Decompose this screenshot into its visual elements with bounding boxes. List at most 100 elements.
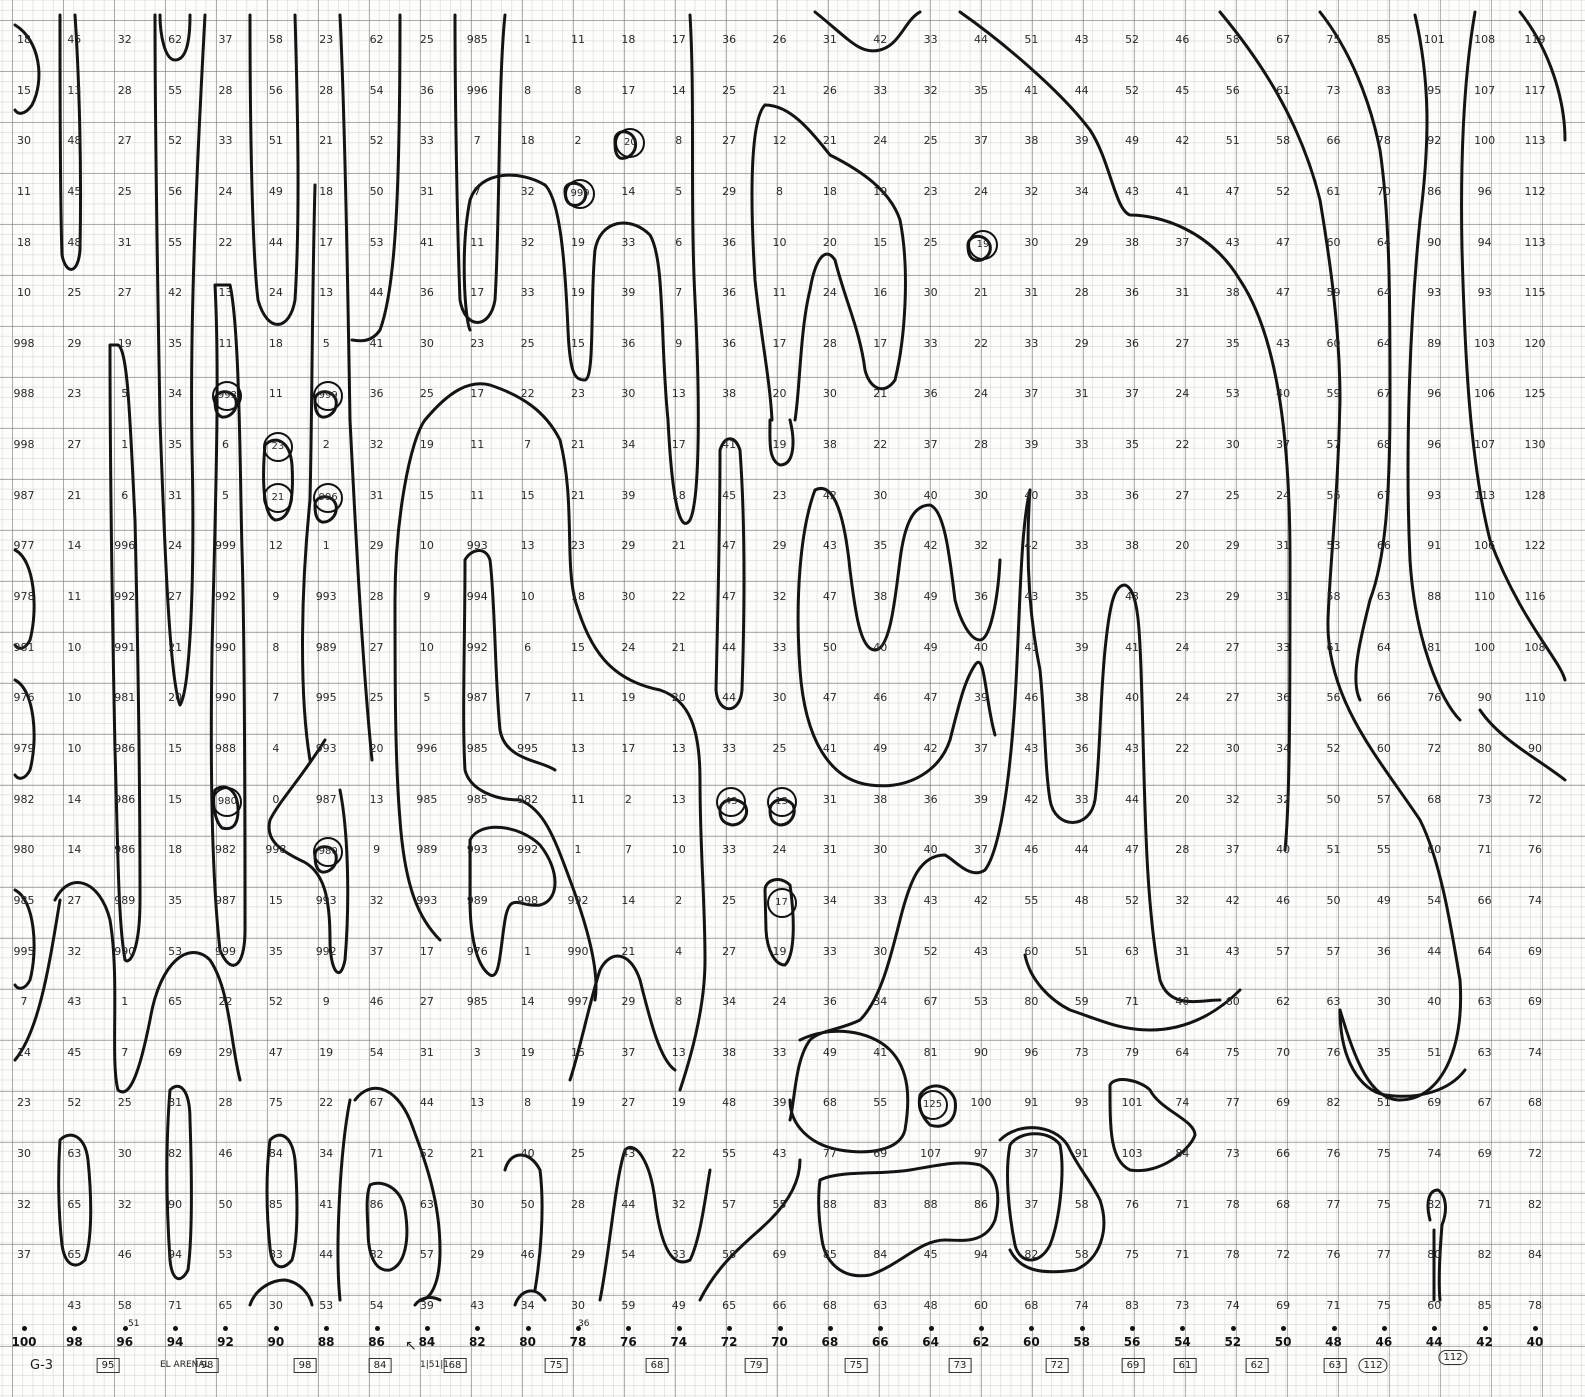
grid-value: 19 <box>873 184 888 198</box>
station-dot <box>122 1326 128 1331</box>
grid-value: 65 <box>218 1299 233 1312</box>
station-number: 50 <box>1274 1335 1292 1349</box>
grid-value: 993 <box>416 893 438 907</box>
grid-value: 64 <box>1477 944 1492 958</box>
grid-value: 996 <box>313 482 344 513</box>
grid-value: 64 <box>1376 286 1391 300</box>
grid-value: 52 <box>1125 893 1140 907</box>
grid-value: 41 <box>722 438 737 452</box>
grid-value: 80 <box>1477 741 1492 755</box>
grid-value: 29 <box>67 336 82 350</box>
station-dot <box>525 1326 531 1331</box>
grid-value: 78 <box>1225 1248 1240 1262</box>
grid-value: 55 <box>722 1147 737 1161</box>
grid-value: 30 <box>822 387 837 401</box>
grid-value: 33 <box>772 640 787 654</box>
grid-value: 21 <box>873 387 888 401</box>
grid-value: 75 <box>1376 1299 1391 1312</box>
grid-value: 18 <box>168 843 183 857</box>
grid-value: 41 <box>419 235 434 249</box>
grid-value: 43 <box>973 944 988 958</box>
station-dot <box>1331 1326 1337 1331</box>
contour-line <box>1318 10 1392 702</box>
grid-value: 58 <box>722 1248 737 1262</box>
grid-value: 63 <box>67 1147 82 1161</box>
grid-value: 7 <box>272 691 280 705</box>
grid-value: 33 <box>1024 336 1039 350</box>
grid-value: 49 <box>671 1299 686 1312</box>
grid-value: 11 <box>218 336 233 350</box>
grid-value: 82 <box>1024 1248 1039 1262</box>
grid-value: 17 <box>621 741 636 755</box>
grid-value: 21 <box>319 134 334 148</box>
grid-value: 53 <box>973 995 988 1009</box>
grid-value: 32 <box>973 539 988 553</box>
grid-value: 55 <box>1376 843 1391 857</box>
grid-value: 25 <box>117 1096 132 1110</box>
contour-line <box>1478 708 1567 782</box>
grid-value: 38 <box>1125 539 1140 553</box>
grid-value: 48 <box>923 1299 938 1312</box>
grid-value: 0 <box>272 792 280 806</box>
grid-value: 36 <box>923 792 938 806</box>
grid-value: 13 <box>369 792 384 806</box>
grid-value: 6 <box>121 488 129 502</box>
grid-value: 32 <box>117 33 132 46</box>
grid-value: 60 <box>1376 741 1391 755</box>
grid-value: 33 <box>419 134 434 148</box>
grid-value: 27 <box>722 944 737 958</box>
grid-value: 75 <box>1326 33 1341 46</box>
grid-value: 33 <box>520 286 535 300</box>
grid-value: 993 <box>315 893 337 907</box>
grid-value: 22 <box>520 387 535 401</box>
grid-value: 8 <box>675 134 683 148</box>
grid-value: 93 <box>1427 286 1442 300</box>
grid-value: 18 <box>671 488 686 502</box>
grid-value: 46 <box>1024 691 1039 705</box>
grid-value: 122 <box>1524 539 1546 553</box>
grid-value: 108 <box>1474 33 1496 46</box>
grid-value: 53 <box>168 944 183 958</box>
grid-value: 58 <box>1326 590 1341 604</box>
grid-value: 13 <box>671 387 686 401</box>
grid-value: 19 <box>117 336 132 350</box>
station-dot <box>22 1326 27 1331</box>
grid-value: 97 <box>973 1147 988 1161</box>
grid-value: 28 <box>117 83 132 97</box>
grid-value: 82 <box>369 1248 384 1262</box>
grid-value: 36 <box>1125 286 1140 300</box>
grid-value: 103 <box>1121 1147 1143 1161</box>
grid-value: 48 <box>67 235 82 249</box>
grid-value: 69 <box>772 1248 787 1262</box>
grid-value: 81 <box>168 1096 183 1110</box>
contour-line <box>958 10 1292 852</box>
grid-value: 2 <box>574 134 582 148</box>
grid-value: 52 <box>1125 83 1140 97</box>
station-box-label: 62 <box>1245 1358 1269 1373</box>
grid-value: 76 <box>1125 1197 1140 1211</box>
grid-value: 1 <box>524 33 532 46</box>
grid-value: 117 <box>1524 83 1546 97</box>
grid-value: 992 <box>567 893 589 907</box>
grid-value: 18 <box>268 336 283 350</box>
grid-value: 28 <box>1175 843 1190 857</box>
mark-under-78: 36 <box>578 1319 590 1329</box>
grid-value: 982 <box>517 792 539 806</box>
grid-value: 67 <box>1376 387 1391 401</box>
grid-value: 39 <box>772 1096 787 1110</box>
grid-value: 27 <box>419 995 434 1009</box>
grid-value: 108 <box>1524 640 1546 654</box>
grid-value: 10 <box>671 843 686 857</box>
grid-value: 54 <box>369 1045 384 1059</box>
grid-value: 78 <box>1376 134 1391 148</box>
grid-value: 31 <box>419 1045 434 1059</box>
grid-value: 86 <box>369 1197 384 1211</box>
grid-value: 80 <box>1024 995 1039 1009</box>
grid-value: 35 <box>1225 336 1240 350</box>
contour-line <box>265 1133 299 1269</box>
grid-value: 21 <box>973 286 988 300</box>
contour-line <box>209 283 247 967</box>
grid-value: 71 <box>1175 1197 1190 1211</box>
grid-value: 24 <box>218 184 233 198</box>
